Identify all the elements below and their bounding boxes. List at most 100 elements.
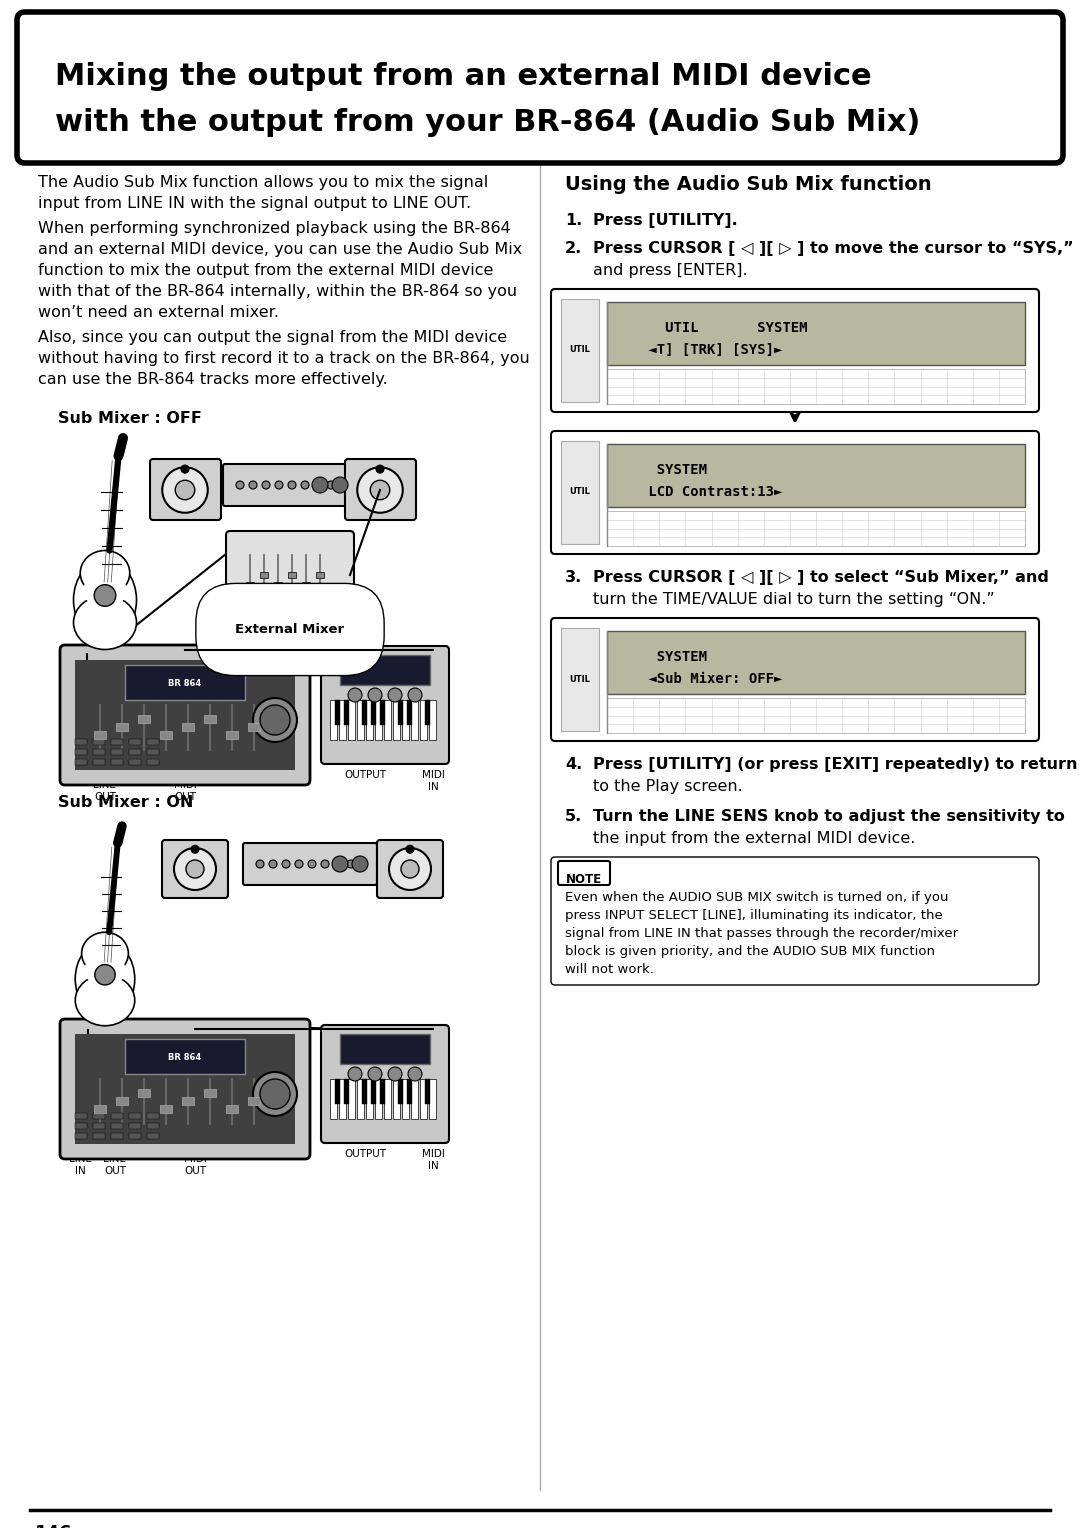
Bar (288, 571, 296, 578)
Bar (138, 1089, 150, 1097)
Circle shape (408, 688, 422, 701)
Circle shape (186, 860, 204, 879)
Text: 146: 146 (35, 1523, 72, 1528)
Ellipse shape (82, 932, 129, 975)
Circle shape (282, 860, 291, 868)
Bar (607, 512, 1025, 545)
Text: BR 864: BR 864 (168, 678, 202, 688)
Circle shape (389, 848, 431, 889)
Bar (75, 759, 87, 766)
Bar (93, 1112, 105, 1118)
Circle shape (348, 1067, 362, 1080)
Bar (204, 1089, 216, 1097)
Bar (411, 700, 418, 740)
Circle shape (347, 860, 355, 868)
Bar (147, 759, 159, 766)
Circle shape (253, 698, 297, 743)
Bar (372, 700, 376, 724)
Circle shape (332, 856, 348, 872)
Text: MIDI
IN: MIDI IN (421, 770, 445, 792)
Ellipse shape (73, 559, 136, 640)
Circle shape (181, 465, 189, 474)
Bar (246, 582, 254, 588)
Text: NOTE: NOTE (566, 872, 602, 886)
Bar (393, 700, 400, 740)
Text: press INPUT SELECT [LINE], illuminating its indicator, the: press INPUT SELECT [LINE], illuminating … (565, 909, 943, 921)
Bar (129, 1123, 141, 1129)
Circle shape (275, 481, 283, 489)
Bar (75, 1132, 87, 1138)
Text: LINE
IN: LINE IN (68, 1154, 92, 1175)
Bar (362, 700, 367, 724)
Bar (372, 1079, 376, 1105)
Bar (362, 1079, 367, 1105)
Bar (375, 700, 382, 740)
Circle shape (312, 477, 328, 494)
Bar (607, 303, 1025, 365)
Bar (75, 1034, 295, 1144)
Bar (366, 700, 373, 740)
Circle shape (262, 481, 270, 489)
Circle shape (237, 481, 244, 489)
FancyBboxPatch shape (551, 431, 1039, 555)
Bar (116, 723, 129, 730)
Bar (393, 1079, 400, 1118)
Circle shape (260, 704, 291, 735)
FancyBboxPatch shape (17, 12, 1063, 163)
Bar (335, 1079, 340, 1105)
FancyBboxPatch shape (377, 840, 443, 898)
Bar (75, 740, 87, 746)
Text: External Mixer: External Mixer (235, 623, 345, 636)
FancyBboxPatch shape (60, 1019, 310, 1160)
Bar (426, 1079, 430, 1105)
Circle shape (249, 481, 257, 489)
Bar (402, 1079, 409, 1118)
Bar (147, 1112, 159, 1118)
Bar (160, 1105, 172, 1112)
Bar (607, 370, 1025, 403)
Text: Using the Audio Sub Mix function: Using the Audio Sub Mix function (565, 176, 932, 194)
Bar (399, 700, 403, 724)
Bar (330, 700, 337, 740)
Bar (129, 740, 141, 746)
FancyBboxPatch shape (226, 532, 354, 619)
Circle shape (388, 1067, 402, 1080)
Circle shape (162, 468, 207, 513)
Bar (147, 740, 159, 746)
Circle shape (388, 688, 402, 701)
Bar (330, 1079, 337, 1118)
Bar (302, 582, 310, 588)
Bar (384, 1079, 391, 1118)
Circle shape (314, 481, 322, 489)
Bar (183, 723, 194, 730)
Text: Press CURSOR [ ◁ ][ ▷ ] to select “Sub Mixer,” and: Press CURSOR [ ◁ ][ ▷ ] to select “Sub M… (593, 570, 1049, 585)
Bar (93, 759, 105, 766)
Bar (111, 1123, 123, 1129)
FancyBboxPatch shape (321, 1025, 449, 1143)
Text: turn the TIME/VALUE dial to turn the setting “ON.”: turn the TIME/VALUE dial to turn the set… (593, 591, 995, 607)
Bar (345, 700, 349, 724)
Bar (345, 1079, 349, 1105)
Bar (226, 730, 238, 740)
Bar (384, 700, 391, 740)
Text: with that of the BR-864 internally, within the BR-864 so you: with that of the BR-864 internally, with… (38, 284, 517, 299)
Text: 5.: 5. (565, 808, 582, 824)
Circle shape (334, 860, 342, 868)
Bar (204, 715, 216, 723)
Bar (111, 759, 123, 766)
Text: with the output from your BR-864 (Audio Sub Mix): with the output from your BR-864 (Audio … (55, 108, 920, 138)
Bar (402, 700, 409, 740)
FancyBboxPatch shape (60, 645, 310, 785)
Bar (561, 299, 599, 402)
FancyBboxPatch shape (243, 843, 377, 885)
Circle shape (288, 481, 296, 489)
Circle shape (95, 964, 116, 986)
Bar (399, 1079, 403, 1105)
Bar (248, 723, 260, 730)
Circle shape (301, 481, 309, 489)
Bar (316, 571, 324, 578)
Circle shape (401, 860, 419, 879)
Bar (357, 1079, 364, 1118)
Bar (111, 1132, 123, 1138)
Bar (93, 1132, 105, 1138)
